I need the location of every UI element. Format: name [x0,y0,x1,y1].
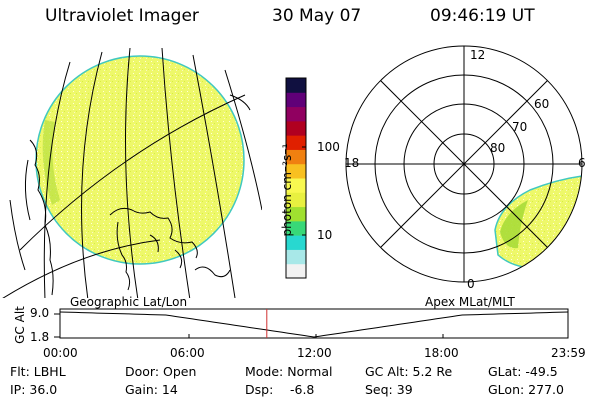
altitude-y-bottom: 1.8 [30,330,50,344]
info-ip: IP: 36.0 [10,382,58,397]
mlt-line-diag-2 [380,80,548,248]
date-label: 30 May 07 [272,6,362,26]
altitude-plot [54,308,569,339]
colorbar-segment [286,206,306,222]
polar-plot [345,45,583,283]
colorbar-tick-10: 10 [317,228,333,242]
colorbar-segment [286,220,306,236]
colorbar-segment [286,178,306,193]
mlat-label-80: 80 [490,141,506,155]
apex-projection-label: Apex MLat/MLT [425,295,515,309]
info-glat: GLat: -49.5 [488,364,558,379]
info-glon: GLon: 277.0 [488,382,564,397]
colorbar-segment [286,163,306,179]
colorbar-segment [286,78,306,93]
altitude-y-top: 9.0 [30,306,50,320]
info-gc-alt: GC Alt: 5.2 Re [365,364,453,379]
coastlines [9,94,251,296]
colorbar-tick-100: 100 [317,140,340,154]
mlt-label-6: 6 [578,156,586,170]
colorbar-segment [286,249,306,265]
meridian-lines [43,47,262,298]
colorbar-segment [286,149,306,165]
colorbar [285,77,307,279]
colorbar-segment [286,235,306,250]
altitude-frame [59,308,569,339]
info-seq: Seq: 39 [365,382,413,397]
mlat-label-60: 60 [534,97,550,111]
info-dsp-label: Dsp: [245,382,274,397]
colorbar-segment [286,263,306,279]
info-mode: Mode: Normal [245,364,333,379]
info-dsp-value: -6.8 [290,382,315,397]
x-tick-label-2: 12:00 [297,346,332,360]
colorbar-segment [286,192,306,208]
colorbar-unit-label: photon cm⁻²s⁻¹ [280,143,294,237]
x-tick-label-3: 18:00 [424,346,459,360]
mlt-label-18: 18 [344,156,360,170]
geographic-image [2,47,262,298]
info-door: Door: Open [125,364,197,379]
x-tick-label-0: 00:00 [43,346,78,360]
mlt-label-0: 0 [467,277,475,291]
info-flt: Flt: LBHL [10,364,66,379]
colorbar-segment [286,120,306,136]
time-label: 09:46:19 UT [430,6,535,26]
parallel-lines [2,94,246,298]
info-gain: Gain: 14 [125,382,178,397]
altitude-axis-label: GC Alt [13,306,27,344]
geographic-projection-label: Geographic Lat/Lon [70,295,188,309]
x-tick-label-1: 06:00 [170,346,205,360]
colorbar-segment [286,135,306,150]
mlat-label-70: 70 [512,120,528,134]
colorbar-segment [286,106,306,122]
x-tick-marks [188,334,444,338]
instrument-title: Ultraviolet Imager [45,6,199,26]
altitude-curve [59,311,569,338]
x-tick-label-4: 23:59 [551,346,586,360]
colorbar-segment [286,92,306,108]
colorbar-frame [285,77,307,279]
mlt-label-12: 12 [470,48,486,62]
